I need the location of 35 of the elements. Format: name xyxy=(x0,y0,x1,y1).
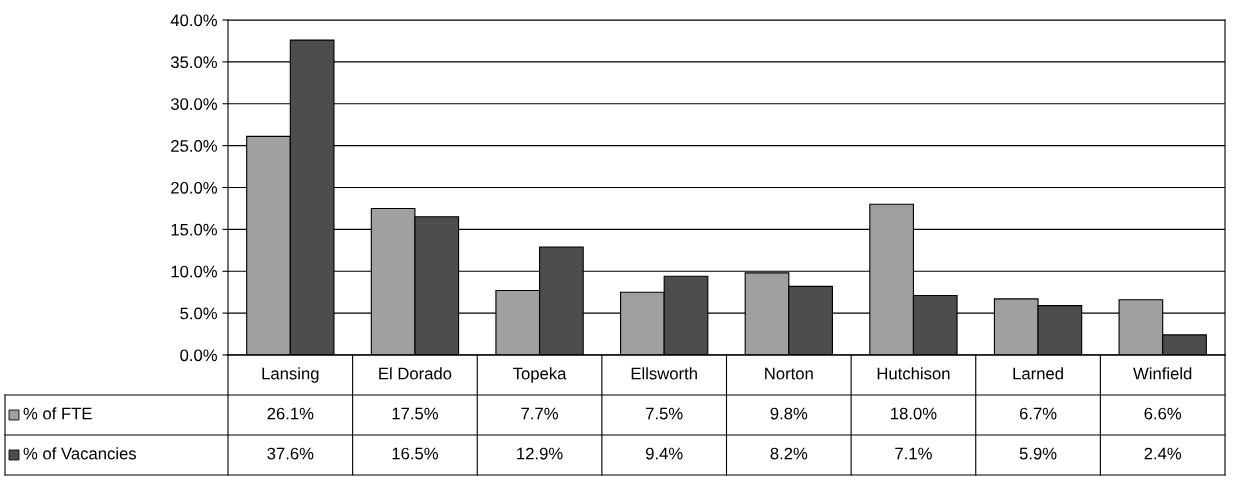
y-tick-label: 20.0% xyxy=(171,181,217,194)
data-label: 6.7% xyxy=(1019,407,1057,420)
y-tick-label: 35.0% xyxy=(170,56,217,69)
x-tick-label: Topeka xyxy=(513,367,567,383)
x-tick-label: El Dorado xyxy=(379,367,452,380)
y-tick-label: 30.0% xyxy=(170,98,217,110)
x-tick-label: Norton xyxy=(765,367,813,380)
x-tick-label: Lansing xyxy=(262,367,319,383)
data-label: 16.5% xyxy=(392,447,438,460)
x-tick-label: Hutchison xyxy=(877,367,950,380)
y-tick-label: 0.0% xyxy=(180,349,217,362)
y-tick-label: 10.0% xyxy=(171,265,217,278)
x-tick-label: Winfield xyxy=(1133,367,1192,380)
data-label: 37.6% xyxy=(267,447,314,460)
y-tick-label: 15.0% xyxy=(171,223,217,236)
legend-label: % of Vacancies xyxy=(23,447,137,460)
x-tick-label: Larned xyxy=(1013,367,1063,380)
data-label: 7.5% xyxy=(646,407,683,420)
data-label: 7.1% xyxy=(895,447,932,460)
data-label: 5.9% xyxy=(1019,447,1057,460)
data-label: 26.1% xyxy=(267,407,314,420)
data-label: 6.6% xyxy=(1144,407,1182,420)
data-label: 7.7% xyxy=(521,407,558,420)
data-label: 18.0% xyxy=(891,407,937,420)
x-tick-label: Ellsworth xyxy=(631,367,697,380)
y-tick-label: 40.0% xyxy=(170,14,217,27)
data-label: 12.9% xyxy=(517,447,563,460)
data-label: 8.2% xyxy=(770,447,808,460)
data-label: 17.5% xyxy=(392,407,438,420)
data-label: 2.4% xyxy=(1144,447,1182,460)
data-label: 9.4% xyxy=(645,447,683,460)
y-tick-label: 5.0% xyxy=(180,307,217,320)
y-tick-label: 25.0% xyxy=(171,140,217,152)
legend-label: % of FTE xyxy=(23,407,92,420)
data-label: 9.8% xyxy=(770,407,808,420)
